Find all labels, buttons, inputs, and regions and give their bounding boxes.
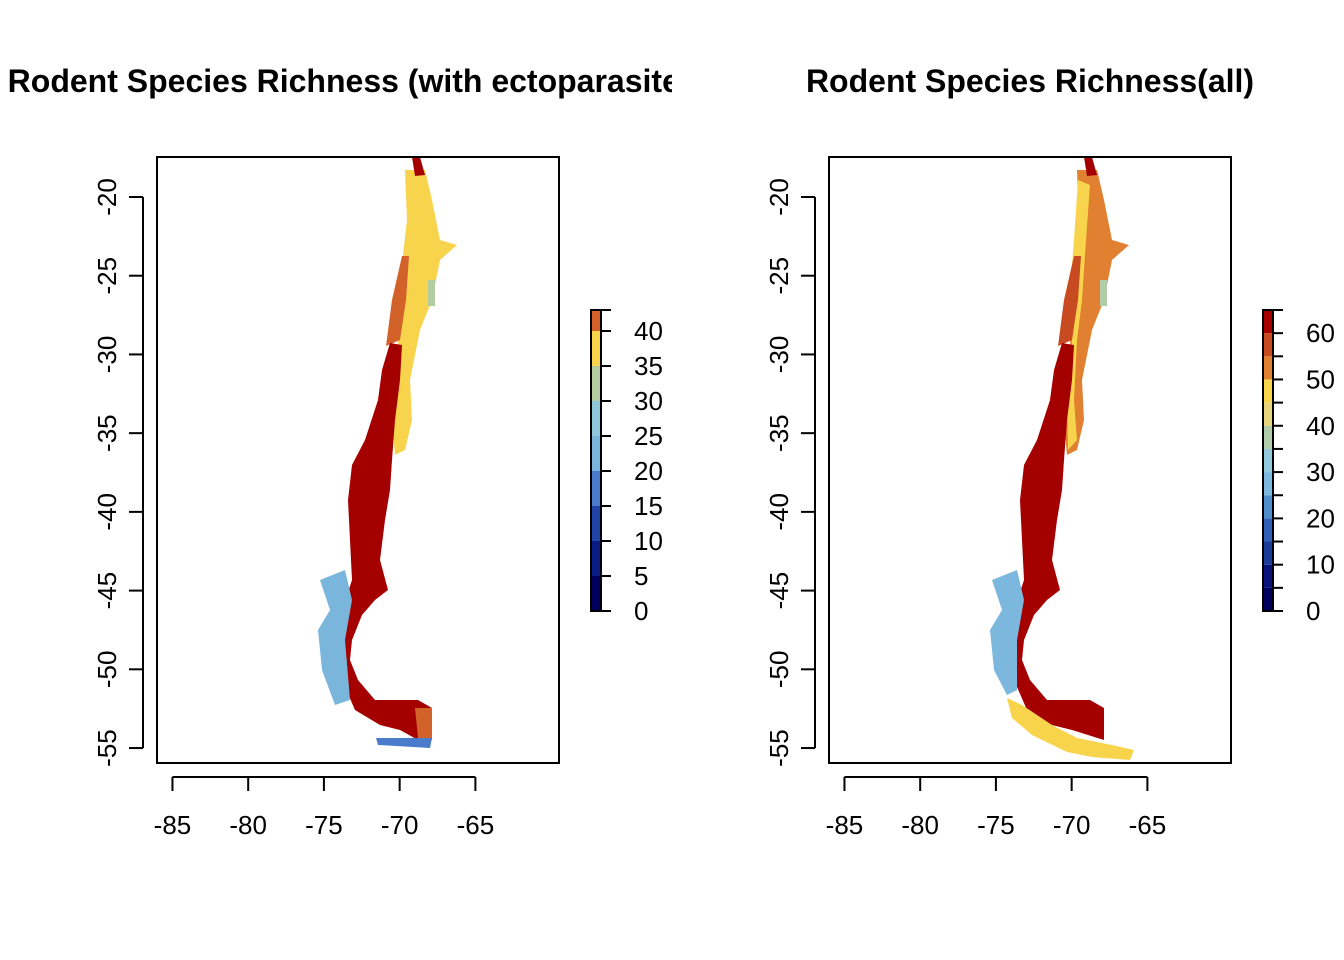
y-tick-label: -40 xyxy=(92,493,122,531)
region xyxy=(412,157,425,176)
x-tick-label: -75 xyxy=(977,810,1015,840)
region xyxy=(1010,343,1104,740)
y-tick-label: -50 xyxy=(92,651,122,689)
legend-label: 0 xyxy=(1306,596,1320,626)
panel-title: Rodent Species Richness (with ectoparasi… xyxy=(8,63,709,99)
y-tick-label: -45 xyxy=(764,572,794,610)
x-tick-label: -80 xyxy=(229,810,267,840)
region xyxy=(428,280,435,306)
legend-label: 30 xyxy=(634,386,663,416)
plot-frame xyxy=(828,156,1232,764)
plot-frame xyxy=(156,156,560,764)
region xyxy=(1100,280,1107,306)
legend-label: 0 xyxy=(634,596,648,626)
map-panel-2 xyxy=(990,157,1134,760)
x-tick-label: -65 xyxy=(457,810,495,840)
x-tick-label: -75 xyxy=(305,810,343,840)
legend-frame xyxy=(1262,309,1274,612)
region xyxy=(990,570,1024,695)
legend-label: 20 xyxy=(634,456,663,486)
region xyxy=(1058,256,1081,346)
legend-swatch xyxy=(591,401,601,436)
region xyxy=(1007,698,1134,760)
legend-label: 35 xyxy=(634,351,663,381)
legend-label: 30 xyxy=(1306,457,1335,487)
legend-swatch xyxy=(1263,448,1273,473)
y-tick-label: -20 xyxy=(764,178,794,216)
x-tick-label: -80 xyxy=(901,810,939,840)
legend-swatch xyxy=(591,331,601,366)
y-tick-label: -20 xyxy=(92,178,122,216)
legend-swatch xyxy=(591,436,601,471)
legend-label: 60 xyxy=(1306,318,1335,348)
legend-label: 15 xyxy=(634,491,663,521)
x-tick-label: -85 xyxy=(826,810,864,840)
legend-swatch xyxy=(1263,472,1273,496)
y-tick-label: -25 xyxy=(92,257,122,295)
legend-swatch xyxy=(591,541,601,576)
panel-title: Rodent Species Richness(all) xyxy=(806,63,1254,99)
legend-swatch xyxy=(591,506,601,541)
legend-frame xyxy=(590,309,602,612)
legend-swatch xyxy=(1263,379,1273,403)
legend-swatch xyxy=(1263,518,1273,542)
x-tick-label: -70 xyxy=(1053,810,1091,840)
legend-swatch xyxy=(1263,495,1273,519)
legend-swatch xyxy=(591,366,601,401)
region xyxy=(415,708,432,740)
legend-label: 10 xyxy=(1306,550,1335,580)
legend-swatch xyxy=(591,310,601,331)
y-tick-label: -35 xyxy=(92,414,122,452)
region xyxy=(338,343,432,740)
legend-swatch xyxy=(1263,310,1273,334)
y-tick-label: -40 xyxy=(764,493,794,531)
y-tick-label: -25 xyxy=(764,257,794,295)
legend-label: 10 xyxy=(634,526,663,556)
y-tick-label: -30 xyxy=(92,336,122,374)
map-panel-1 xyxy=(318,157,457,748)
y-tick-label: -50 xyxy=(764,651,794,689)
legend-label: 20 xyxy=(1306,503,1335,533)
legend-label: 50 xyxy=(1306,364,1335,394)
legend-swatch xyxy=(1263,425,1273,449)
region xyxy=(318,570,352,705)
legend-swatch xyxy=(1263,587,1273,611)
legend-swatch xyxy=(591,471,601,506)
region xyxy=(376,738,432,748)
y-tick-label: -55 xyxy=(764,729,794,767)
legend-label: 40 xyxy=(1306,411,1335,441)
legend-swatch xyxy=(1263,541,1273,565)
region xyxy=(392,170,457,455)
legend-swatch xyxy=(1263,564,1273,588)
legend-swatch xyxy=(1263,333,1273,357)
y-tick-label: -30 xyxy=(764,336,794,374)
region xyxy=(386,256,409,346)
legend-label: 25 xyxy=(634,421,663,451)
legend-swatch xyxy=(591,576,601,611)
region xyxy=(1067,180,1090,450)
legend-label: 5 xyxy=(634,561,648,591)
y-tick-label: -35 xyxy=(764,414,794,452)
y-tick-label: -55 xyxy=(92,729,122,767)
x-tick-label: -85 xyxy=(154,810,192,840)
legend-swatch xyxy=(1263,356,1273,380)
legend-label: 40 xyxy=(634,316,663,346)
legend-swatch xyxy=(1263,402,1273,426)
region xyxy=(1084,157,1097,176)
y-tick-label: -45 xyxy=(92,572,122,610)
x-tick-label: -70 xyxy=(381,810,419,840)
x-tick-label: -65 xyxy=(1129,810,1167,840)
